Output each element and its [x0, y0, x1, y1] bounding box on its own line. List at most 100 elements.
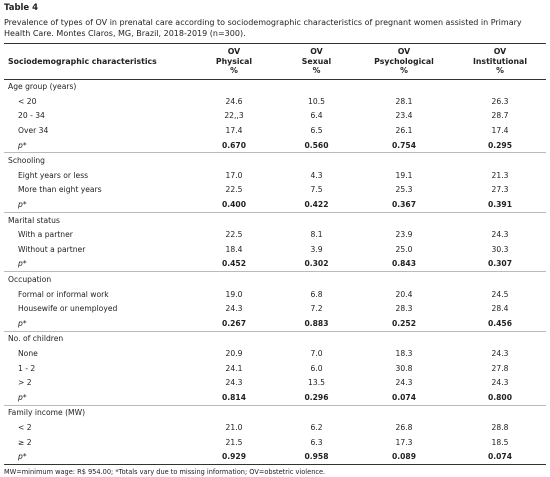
group-row: Occupation — [4, 271, 546, 287]
table-title: Table 4 — [4, 3, 39, 13]
header-line: % — [496, 66, 504, 75]
row-label: Without a partner — [18, 244, 86, 254]
value-cell: 30.8 — [395, 363, 413, 373]
row-label: None — [18, 348, 38, 358]
group-row: Family income (MW) — [4, 404, 546, 421]
value-cell: 6.0 — [310, 363, 323, 373]
data-table: Sociodemographic characteristics OV Physi… — [4, 43, 546, 465]
header-cell: OV Institutional% — [454, 43, 546, 80]
value-cell: 24.3 — [491, 230, 509, 240]
value-cell: 0.089 — [391, 452, 417, 462]
data-row: > 2 24.3 13.5 24.3 24.3 — [4, 375, 546, 390]
value-cell: 4.3 — [310, 170, 323, 180]
value-cell: 24.3 — [491, 348, 509, 358]
value-cell: 17.0 — [225, 170, 243, 180]
value-cell: 0.843 — [391, 259, 417, 269]
data-row: Housewife or unemployed 24.3 7.2 28.3 28.4 — [4, 301, 546, 316]
data-row: ≥ 2 21.5 6.3 17.3 18.5 — [4, 435, 546, 450]
header-line: % — [400, 66, 408, 75]
row-label: 1 - 2 — [18, 363, 36, 373]
value-cell: 30.3 — [491, 244, 509, 254]
value-cell: 7.5 — [310, 185, 323, 195]
group-label: Occupation — [4, 271, 546, 287]
header-line: Institutional — [472, 56, 527, 66]
value-cell: 20.9 — [225, 348, 243, 358]
group-row: Marital status — [4, 211, 546, 228]
row-label: p* — [18, 200, 27, 210]
row-label: > 2 — [18, 378, 32, 388]
value-cell: 6.5 — [310, 126, 323, 136]
data-row: Eight years or less 17.0 4.3 19.1 21.3 — [4, 168, 546, 183]
value-cell: 0.296 — [304, 392, 329, 402]
group-label: Age group (years) — [8, 82, 77, 92]
header-label: Sociodemographic characteristics — [4, 43, 189, 80]
value-cell: 0.422 — [304, 200, 329, 210]
header-line: Physical — [215, 56, 253, 66]
row-label: Housewife or unemployed — [18, 304, 118, 314]
value-cell: 23.4 — [395, 111, 413, 121]
data-row: < 2 21.0 6.2 26.8 28.8 — [4, 420, 546, 435]
header-line: Psychological — [374, 56, 434, 66]
value-cell: 28.7 — [491, 111, 509, 121]
header-line: Sexual — [301, 56, 332, 66]
value-cell: 0.267 — [221, 318, 247, 328]
row-label: More than eight years — [18, 185, 102, 195]
value-cell: 0.252 — [391, 318, 417, 328]
value-cell: 0.367 — [391, 200, 417, 210]
value-cell: 17.4 — [491, 126, 509, 136]
value-cell: 0.074 — [391, 392, 417, 402]
value-cell: 21.3 — [491, 170, 509, 180]
value-cell: 18.3 — [395, 348, 413, 358]
value-cell: 18.4 — [225, 244, 243, 254]
value-cell: 25.0 — [395, 244, 413, 254]
group-label: Family income (MW) — [4, 404, 546, 421]
header-line: OV — [310, 47, 323, 56]
table-caption: Prevalence of types of OV in prenatal ca… — [4, 18, 522, 38]
value-cell: 0.670 — [221, 140, 247, 150]
data-row: None 20.9 7.0 18.3 24.3 — [4, 346, 546, 361]
row-label: ≥ 2 — [18, 437, 32, 447]
data-row: p* 0.670 0.560 0.754 0.295 — [4, 138, 546, 153]
group-label: No. of children — [4, 330, 546, 347]
value-cell: 0.958 — [304, 452, 329, 462]
value-cell: 24.5 — [491, 289, 509, 299]
value-cell: 8.1 — [310, 230, 323, 240]
value-cell: 28.4 — [491, 304, 509, 314]
value-cell: 0.929 — [221, 452, 247, 462]
row-label: 20 - 34 — [18, 111, 45, 121]
value-cell: 0.754 — [391, 140, 417, 150]
data-row: p* 0.814 0.296 0.074 0.800 — [4, 390, 546, 405]
value-cell: 17.4 — [225, 126, 243, 136]
footnote: MW=minimum wage: R$ 954.00; *Totals vary… — [4, 467, 326, 476]
value-cell: 6.3 — [310, 437, 323, 447]
value-cell: 7.2 — [310, 304, 323, 314]
data-row: p* 0.452 0.302 0.843 0.307 — [4, 257, 546, 272]
row-label: p* — [18, 452, 27, 462]
value-cell: 22.5 — [225, 185, 243, 195]
row-label: p* — [18, 259, 27, 269]
value-cell: 28.8 — [491, 422, 509, 432]
row-label: p* — [18, 140, 27, 150]
group-label: Schooling — [4, 152, 546, 169]
data-row: < 20 24.6 10.5 28.1 26.3 — [4, 94, 546, 109]
value-cell: 28.1 — [395, 96, 413, 106]
value-cell: 6.2 — [310, 422, 323, 432]
value-cell: 0.800 — [487, 392, 513, 402]
value-cell: 20.4 — [395, 289, 413, 299]
row-label: Over 34 — [18, 126, 49, 136]
value-cell: 19.0 — [225, 289, 243, 299]
data-row: p* 0.267 0.883 0.252 0.456 — [4, 316, 546, 331]
data-row: Without a partner 18.4 3.9 25.0 30.3 — [4, 242, 546, 257]
value-cell: 22.5 — [225, 230, 243, 240]
value-cell: 7.0 — [310, 348, 323, 358]
data-row: Formal or informal work 19.0 6.8 20.4 24.5 — [4, 287, 546, 302]
value-cell: 25.3 — [395, 185, 413, 195]
value-cell: 19.1 — [395, 170, 413, 180]
value-cell: 17.3 — [395, 437, 413, 447]
table-body: Age group (years) < 20 24.6 10.5 28.1 26.3 20 … — [4, 79, 546, 464]
data-row: p* 0.929 0.958 0.089 0.074 — [4, 449, 546, 464]
data-row: p* 0.400 0.422 0.367 0.391 — [4, 197, 546, 212]
value-cell: 26.8 — [395, 422, 413, 432]
row-label: Eight years or less — [18, 170, 89, 180]
